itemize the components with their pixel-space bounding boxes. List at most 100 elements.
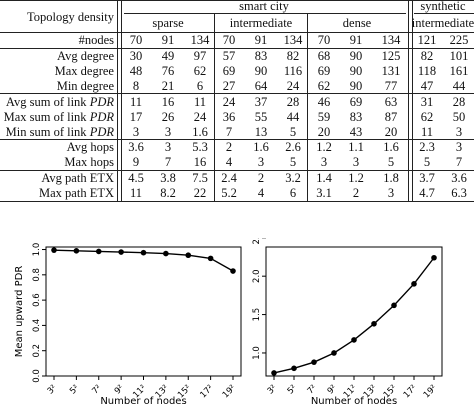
table-cell: 83 <box>254 49 268 63</box>
table-cell: 69 <box>222 64 236 78</box>
y-tick-label: 0.2 <box>32 344 42 358</box>
table-cell: 7.5 <box>192 171 208 185</box>
pdr-chart-svg: 0.00.20.40.60.81.03² 5² 7² 9² 11² 13² 15² 17² 19… <box>14 243 242 407</box>
table-cell: 2.4 <box>221 171 237 185</box>
data-point <box>185 252 192 259</box>
table-pdr-rule <box>0 139 474 140</box>
row-label: Max sum of link PDR <box>4 110 114 124</box>
table-cell: 5 <box>387 155 395 169</box>
smart-city-underline <box>124 13 406 14</box>
x-tick-label: 7² <box>90 383 103 396</box>
table-cell: 69 <box>349 95 363 109</box>
table-cell: 4 <box>225 155 233 169</box>
table-cell: 82 <box>420 49 434 63</box>
node-count-cell: 70 <box>129 33 143 47</box>
row-label: Min degree <box>57 79 114 93</box>
node-count-cell: 121 <box>417 33 437 47</box>
table-cell: 1.2 <box>316 140 332 154</box>
y-tick-label: 0.4 <box>32 319 42 333</box>
table-cell: 24 <box>286 79 300 93</box>
table-cell: 97 <box>193 49 207 63</box>
data-point <box>95 248 102 255</box>
table-cell: 1.4 <box>316 171 332 185</box>
data-point <box>431 254 437 261</box>
x-tick-label: 17² <box>198 383 215 400</box>
table-cell: 17 <box>129 110 143 124</box>
table-cell: 5 <box>289 155 297 169</box>
row-label: Max path ETX <box>39 186 114 200</box>
table-cell: 59 <box>317 110 331 124</box>
row-label: Max degree <box>55 64 114 78</box>
table-cell: 13 <box>254 125 268 139</box>
subgroup-sparse: sparse <box>152 16 184 30</box>
table-cell: 11 <box>193 95 207 109</box>
table-cell: 6.3 <box>451 186 467 200</box>
table-cell: 11 <box>129 95 143 109</box>
table-cell: 63 <box>384 95 398 109</box>
node-count-cell: 91 <box>161 33 175 47</box>
y-tick-label: 0.0 <box>32 369 42 383</box>
table-cell: 2.3 <box>419 140 435 154</box>
x-tick-label: 9² <box>326 383 339 396</box>
row-label-text: Avg hops <box>66 140 114 154</box>
row-label: Avg degree <box>57 49 114 63</box>
table-cell: 37 <box>254 95 268 109</box>
table-bottom-rule <box>0 201 474 202</box>
table-cell: 28 <box>286 95 300 109</box>
plot-frame <box>265 246 443 377</box>
table-cell: 131 <box>381 64 401 78</box>
table-cell: 6 <box>289 186 297 200</box>
table-cell: 21 <box>161 79 175 93</box>
table-vrule-4 <box>307 14 308 202</box>
row-label-em: PDR <box>89 110 114 124</box>
table-cell: 24 <box>222 95 236 109</box>
x-tick-label: 3² <box>266 383 279 396</box>
table-cell: 3.2 <box>285 171 301 185</box>
data-point <box>118 249 124 255</box>
table-cell: 43 <box>349 125 363 139</box>
synthetic-underline <box>414 13 474 14</box>
table-cell: 68 <box>317 49 331 63</box>
table-cell: 3 <box>164 125 172 139</box>
row-label-text: Avg path ETX <box>41 171 114 185</box>
x-tick-label: 19² <box>221 383 238 400</box>
table-degree-rule <box>0 93 474 94</box>
table-cell: 8.2 <box>160 186 176 200</box>
table-cell: 3.8 <box>160 171 176 185</box>
data-point <box>371 320 377 327</box>
table-cell: 1.8 <box>383 171 399 185</box>
row-label-text: Max degree <box>54 64 114 78</box>
table-cell: 3 <box>387 186 395 200</box>
table-cell: 27 <box>222 79 236 93</box>
table-cell: 46 <box>317 95 331 109</box>
table-cell: 57 <box>222 49 236 63</box>
table-cell: 20 <box>384 125 398 139</box>
duty-cycle-chart-svg: 1.01.52.02.53²5²7²9²11²13²15²17²19²Numbe… <box>234 231 443 407</box>
y-tick-label: 0.8 <box>32 268 42 282</box>
data-point <box>391 302 397 309</box>
table-cell: 90 <box>254 64 268 78</box>
table-cell: 64 <box>254 79 268 93</box>
row-label-text: Max sum of link <box>3 110 90 124</box>
row-label-text: Max path ETX <box>39 186 114 200</box>
subgroup-intermediate: intermediate <box>229 16 293 30</box>
table-cell: 16 <box>161 95 175 109</box>
data-point <box>271 370 277 376</box>
row-label-em: PDR <box>89 95 114 109</box>
x-axis-label: Number of nodes <box>311 396 397 407</box>
table-cell: 3.1 <box>316 186 332 200</box>
table-cell: 3 <box>455 125 463 139</box>
table-cell: 118 <box>417 64 437 78</box>
table-cell: 31 <box>420 95 434 109</box>
x-tick-label: 17² <box>402 383 419 400</box>
table-cell: 6 <box>196 79 204 93</box>
data-point <box>73 247 80 254</box>
data-point <box>411 281 417 287</box>
table-cell: 1.6 <box>383 140 399 154</box>
table-cell: 2.6 <box>285 140 301 154</box>
data-point <box>163 250 169 257</box>
table-cell: 7 <box>455 155 463 169</box>
table-cell: 30 <box>129 49 143 63</box>
table-cell: 62 <box>317 79 331 93</box>
table-cell: 5 <box>289 125 297 139</box>
